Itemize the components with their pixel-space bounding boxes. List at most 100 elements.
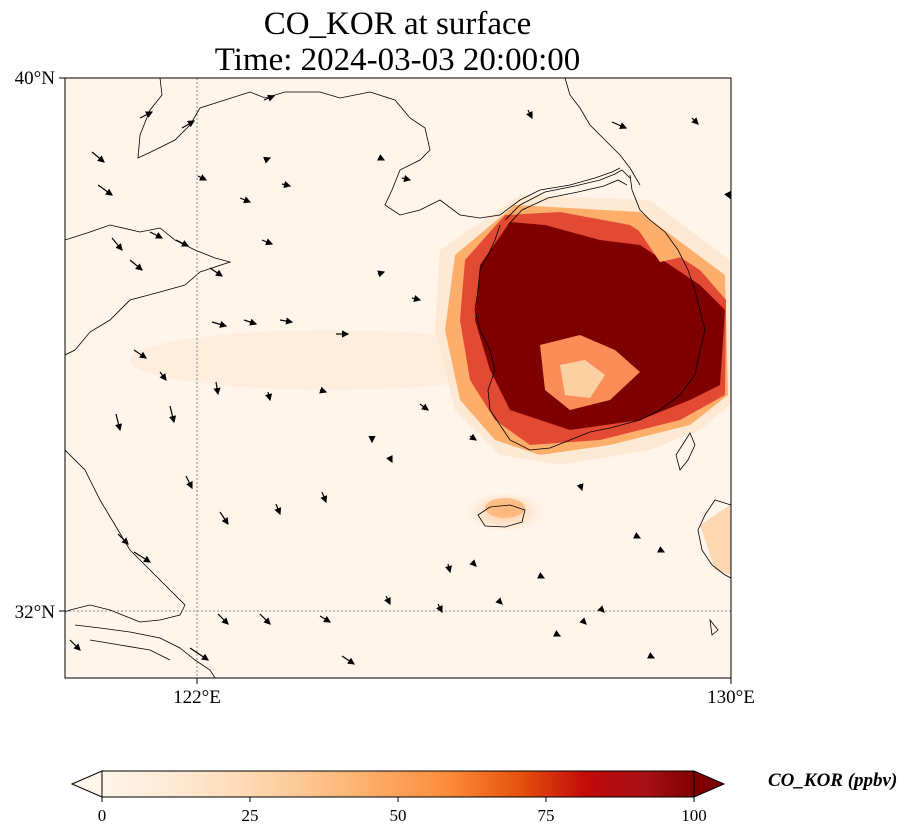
wind-arrow [97, 184, 113, 196]
wind-arrow [419, 403, 429, 411]
coastline-islet [709, 618, 719, 636]
wind-arrow [633, 532, 642, 539]
colorbar-label: CO_KOR (ppbv) [768, 770, 898, 791]
colorbar-min-extend [70, 770, 103, 798]
wind-arrow [213, 381, 221, 396]
wind-arrow [69, 639, 81, 651]
wind-arrow [279, 317, 294, 325]
wind-arrow [265, 391, 273, 402]
wind-arrow [319, 386, 328, 394]
chart-title: CO_KOR at surface [263, 6, 532, 42]
wind-arrow [579, 617, 587, 625]
wind-arrow [647, 652, 656, 659]
coastline-korea [474, 174, 706, 451]
colorbar-tick-label: 0 [98, 806, 107, 825]
coastline-yangtze-bank [89, 639, 171, 661]
plume-jeju [485, 498, 525, 518]
lon-label-130: 130°E [707, 687, 755, 708]
wind-arrow [377, 270, 386, 278]
co-plume [435, 195, 731, 575]
wind-arrow [611, 121, 628, 129]
wind-arrow [495, 597, 503, 605]
wind-arrow [537, 572, 546, 579]
wind-arrow [320, 491, 328, 504]
wind-arrow [159, 371, 167, 381]
colorbar: 0 25 50 75 100 [70, 770, 726, 825]
plume-core [475, 222, 725, 430]
wind-arrow [553, 630, 562, 637]
wind-arrow [657, 546, 666, 553]
wind-arrow [263, 94, 276, 102]
wind-arrow [209, 267, 223, 277]
wind-arrow [341, 655, 355, 665]
colorbar-max-extend [693, 770, 726, 798]
coastline-border-1 [504, 169, 631, 221]
wind-arrow [526, 109, 533, 120]
wind-arrow [185, 475, 193, 490]
wind-arrow [129, 259, 143, 271]
wind-arrow [111, 237, 123, 251]
wind-arrow [576, 483, 584, 492]
wind-arrow [239, 196, 252, 204]
wind-arrow [139, 111, 154, 119]
wind-arrow [91, 151, 105, 163]
colorbar-tick-label: 100 [681, 806, 707, 825]
wind-arrow [724, 191, 731, 200]
wind-arrow [436, 603, 443, 614]
wind-arrow [401, 175, 412, 183]
coastline-kyushu [697, 499, 731, 579]
wind-arrow [149, 231, 164, 239]
wind-arrow [217, 613, 229, 625]
wind-arrow [445, 563, 453, 574]
wind-arrow [386, 455, 393, 464]
wind-arrow [189, 647, 209, 661]
lat-label-32: 32°N [15, 602, 56, 623]
wind-arrow [115, 413, 123, 432]
haze-streak [130, 330, 530, 390]
map-frame [64, 77, 732, 679]
coastline-bohai [137, 78, 621, 219]
wind-arrow [219, 511, 229, 525]
wind-arrow [411, 295, 422, 303]
wind-arrow [243, 318, 258, 326]
colorbar-ticks: 0 25 50 75 100 [98, 797, 707, 825]
wind-arrow [211, 320, 228, 328]
wind-arrow [197, 174, 208, 181]
wind-arrow [117, 533, 129, 545]
plume-hole-center [560, 360, 605, 398]
wind-arrow [319, 615, 332, 623]
coastline-ne-korea-border [564, 78, 641, 186]
coastline-jeju [477, 504, 526, 528]
lat-label-40: 40°N [15, 68, 56, 89]
coastline-jiangsu [65, 449, 186, 623]
wind-arrow [259, 613, 271, 625]
plume-north-patch [635, 225, 690, 262]
coastline-shandong [65, 224, 232, 356]
wind-arrow [377, 154, 386, 161]
wind-arrow [274, 503, 282, 516]
wind-arrow [263, 156, 272, 164]
chart-subtitle: Time: 2024-03-03 20:00:00 [214, 42, 581, 78]
wind-arrow [133, 551, 152, 563]
wind-arrow [469, 433, 477, 441]
wind-arrow [175, 239, 190, 247]
wind-arrow [181, 120, 196, 129]
wind-arrow [691, 117, 699, 125]
coastline-tsushima [675, 432, 696, 471]
colorbar-bar [101, 770, 695, 798]
wind-arrow [261, 238, 274, 246]
colorbar-tick-label: 25 [242, 806, 259, 825]
colorbar-tick-label: 75 [538, 806, 555, 825]
coastlines [65, 78, 731, 678]
colorbar-tick-label: 50 [390, 806, 407, 825]
lon-label-122: 122°E [173, 687, 221, 708]
coastline-border-2 [507, 179, 628, 226]
wind-arrow [133, 349, 147, 359]
wind-vectors [69, 94, 731, 665]
wind-arrow [384, 595, 391, 606]
wind-arrow [597, 605, 605, 613]
coastline-yangtze [74, 624, 216, 678]
wind-arrow [169, 405, 177, 424]
wind-arrow [281, 181, 292, 189]
